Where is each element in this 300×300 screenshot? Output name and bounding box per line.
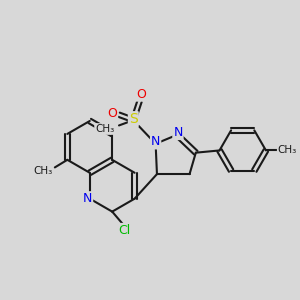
Text: S: S	[129, 112, 138, 126]
Text: CH₃: CH₃	[278, 146, 297, 155]
Text: O: O	[136, 88, 146, 101]
Text: Cl: Cl	[118, 224, 131, 237]
Text: CH₃: CH₃	[95, 124, 114, 134]
Text: N: N	[151, 136, 160, 148]
Text: CH₃: CH₃	[33, 166, 52, 176]
Text: O: O	[107, 107, 117, 120]
Text: N: N	[173, 126, 183, 139]
Text: N: N	[83, 192, 92, 205]
